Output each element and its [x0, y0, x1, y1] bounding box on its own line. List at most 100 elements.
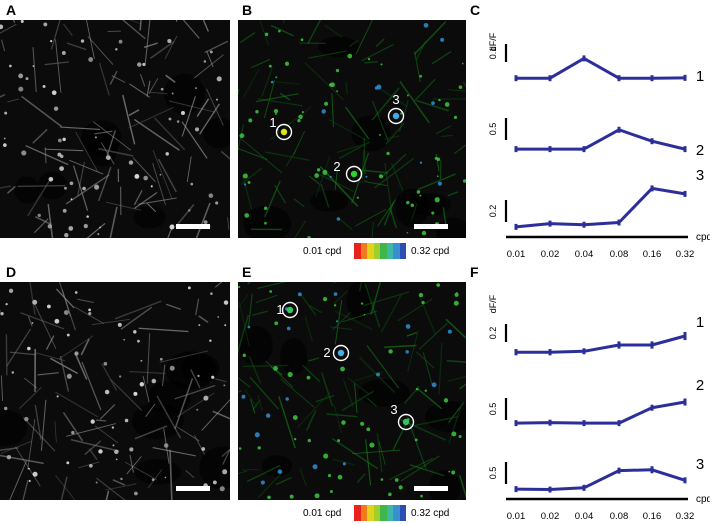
- punctum: [327, 473, 332, 478]
- fibre: [238, 294, 249, 310]
- fibre: [44, 147, 47, 164]
- cell-body: [428, 469, 461, 500]
- punctum: [314, 173, 320, 178]
- fibre: [280, 378, 315, 408]
- roi-label: 3: [392, 92, 399, 107]
- micrograph-texture: 1 2 3: [238, 20, 466, 238]
- punctum: [453, 300, 459, 306]
- fibre: [0, 375, 3, 401]
- punctum: [31, 322, 34, 324]
- fibre: [406, 416, 427, 469]
- punctum: [66, 333, 70, 337]
- fibre: [7, 98, 20, 103]
- punctum: [301, 111, 304, 114]
- punctum: [286, 326, 291, 331]
- punctum: [378, 174, 383, 179]
- x-tick-label: 0.01: [507, 249, 526, 260]
- punctum: [406, 200, 410, 205]
- fibre: [341, 390, 374, 412]
- fibre: [81, 361, 102, 411]
- micrograph-texture: [0, 282, 230, 500]
- punctum: [275, 76, 278, 79]
- punctum: [223, 384, 226, 387]
- punctum: [454, 292, 459, 297]
- punctum: [32, 65, 35, 68]
- panel-label-d: D: [6, 264, 17, 280]
- fibre: [238, 301, 250, 347]
- fibre: [0, 447, 19, 451]
- punctum: [201, 447, 206, 451]
- colorbar-swatch: [393, 505, 400, 521]
- fibre: [336, 143, 364, 154]
- x-tick-label: 0.02: [541, 249, 560, 260]
- roi-label: 2: [323, 345, 330, 360]
- roi-label: 2: [333, 159, 340, 174]
- roi-cell: [280, 128, 288, 136]
- fibre: [58, 282, 76, 331]
- fibre: [331, 93, 335, 128]
- punctum: [248, 118, 253, 123]
- punctum: [289, 494, 294, 499]
- x-tick-label: 0.16: [643, 511, 662, 522]
- punctum: [219, 486, 225, 492]
- roi-circle: [397, 413, 415, 431]
- fibre: [99, 404, 116, 420]
- fibre: [243, 68, 260, 98]
- punctum: [293, 438, 297, 441]
- punctum: [18, 73, 24, 79]
- punctum: [64, 232, 69, 238]
- colorbar-min-label-bottom: 0.01 cpd: [303, 508, 342, 519]
- punctum: [187, 286, 191, 290]
- fibre: [34, 352, 66, 362]
- fibre: [21, 95, 63, 128]
- fibre: [182, 20, 200, 39]
- punctum: [64, 186, 67, 190]
- x-tick-label: 0.32: [676, 249, 695, 260]
- fibre: [371, 87, 400, 121]
- punctum: [59, 166, 64, 171]
- fibre: [359, 282, 362, 292]
- punctum: [360, 421, 365, 426]
- fibre: [240, 167, 263, 186]
- punctum: [25, 77, 29, 81]
- fibre: [315, 156, 331, 198]
- punctum: [297, 292, 302, 297]
- punctum: [188, 209, 191, 212]
- fibre: [109, 70, 118, 85]
- punctum: [209, 50, 213, 54]
- punctum: [212, 480, 217, 485]
- fibre: [414, 78, 436, 102]
- fibre: [14, 446, 41, 487]
- punctum: [257, 446, 261, 450]
- x-tick-label: 0.04: [575, 511, 594, 522]
- fibre: [299, 468, 307, 487]
- fibre: [241, 174, 253, 210]
- fibre: [126, 456, 142, 475]
- punctum: [167, 38, 172, 44]
- fibre: [105, 201, 142, 211]
- punctum: [11, 371, 14, 374]
- colorbar-swatch: [373, 243, 380, 259]
- punctum: [416, 190, 421, 194]
- punctum: [421, 300, 425, 305]
- punctum: [380, 63, 383, 66]
- roi-circle: [281, 301, 299, 319]
- punctum: [330, 82, 335, 88]
- fibre: [29, 282, 36, 315]
- punctum: [238, 285, 241, 289]
- fibre: [34, 216, 52, 225]
- punctum: [356, 196, 359, 199]
- series-label: 2: [696, 377, 704, 394]
- punctum: [347, 53, 353, 59]
- punctum: [97, 233, 100, 236]
- x-tick-label: 0.02: [541, 511, 560, 522]
- fibre: [238, 390, 242, 393]
- fibre: [334, 310, 373, 330]
- fibre: [384, 163, 393, 216]
- fibre: [308, 304, 323, 314]
- punctum: [70, 198, 73, 201]
- fibre: [91, 318, 130, 326]
- punctum: [406, 231, 409, 234]
- fibre: [73, 306, 105, 325]
- punctum: [386, 151, 390, 156]
